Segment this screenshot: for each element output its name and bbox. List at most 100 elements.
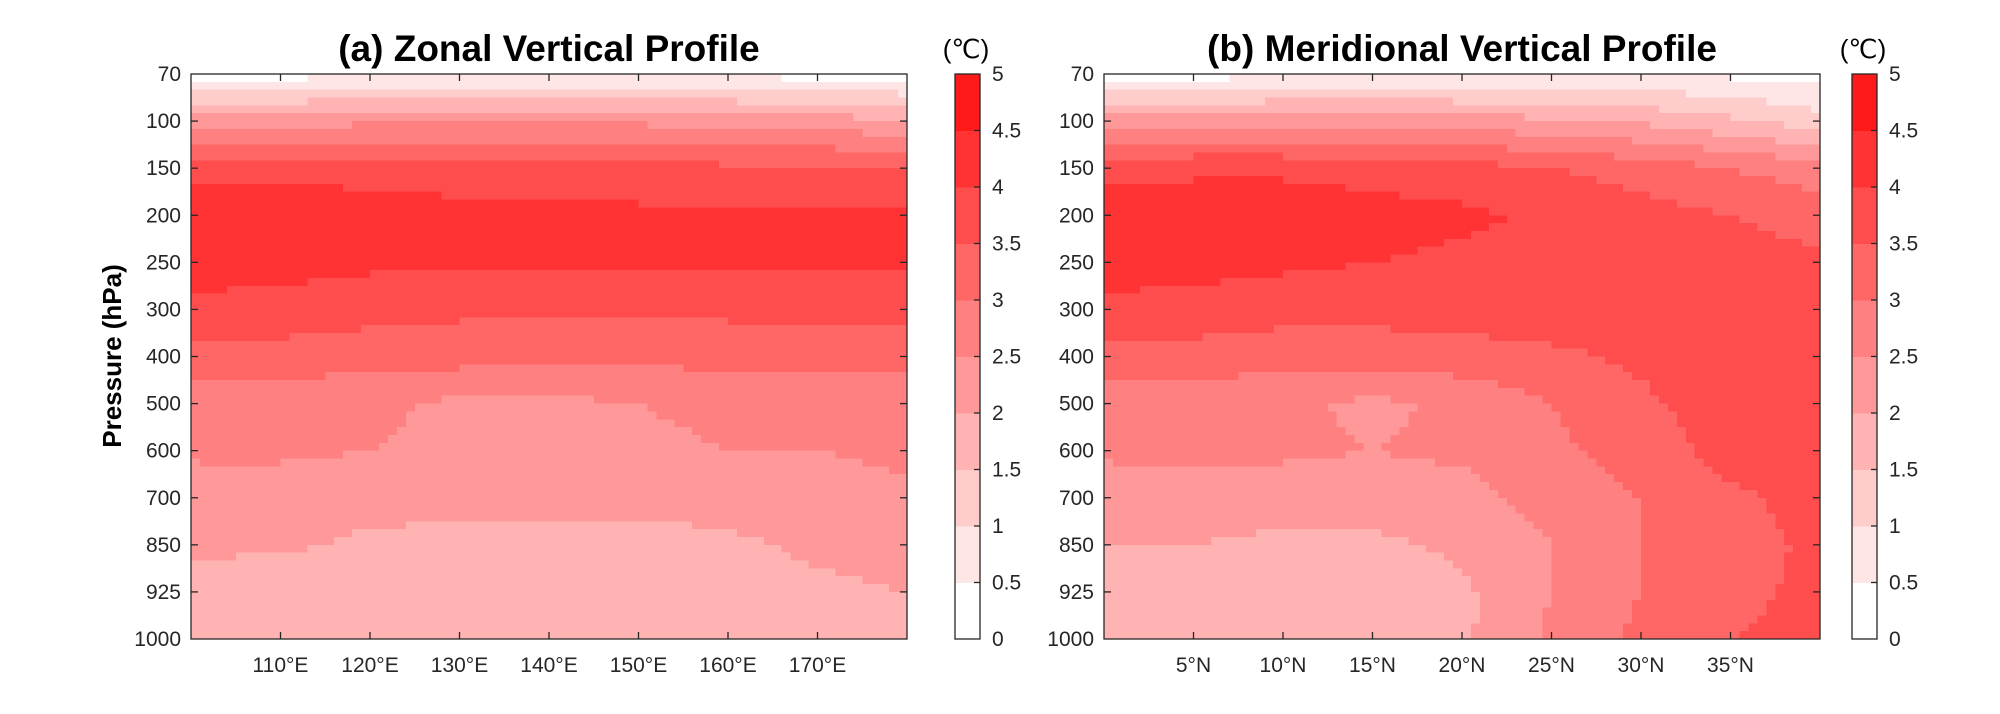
heatmap-cell-a-1427 (790, 207, 801, 216)
heatmap-cell-a-3646 (602, 427, 613, 436)
heatmap-cell-a-3647 (611, 427, 622, 436)
heatmap-cell-a-1681 (199, 238, 210, 248)
heatmap-cell-a-2017 (343, 270, 353, 279)
heatmap-cell-a-2032 (477, 270, 487, 279)
heatmap-cell-a-3190 (817, 380, 828, 389)
heatmap-cell-a-4903 (396, 552, 407, 562)
heatmap-cell-a-2807 (253, 348, 264, 358)
heatmap-cell-a-4649 (271, 529, 282, 538)
heatmap-cell-a-397 (880, 105, 890, 114)
heatmap-cell-a-4446 (602, 505, 613, 515)
heatmap-cell-a-841 (557, 152, 568, 161)
heatmap-cell-a-2281 (557, 293, 568, 303)
heatmap-cell-a-1800 (549, 246, 559, 256)
heatmap-cell-a-1897 (701, 254, 711, 263)
heatmap-cell-a-555 (862, 121, 872, 130)
heatmap-cell-a-126 (602, 81, 613, 91)
heatmap-cell-a-148 (799, 81, 810, 91)
heatmap-cell-a-2845 (593, 348, 604, 358)
heatmap-cell-a-2440 (549, 309, 559, 318)
heatmap-cell-a-1336 (692, 199, 702, 209)
heatmap-cell-a-2518 (531, 317, 541, 326)
heatmap-cell-a-2342 (387, 301, 398, 311)
heatmap-cell-a-3763 (217, 442, 228, 452)
heatmap-cell-a-1002 (566, 168, 577, 177)
heatmap-cell-a-3872 (477, 450, 487, 460)
heatmap-cell-a-4002 (208, 466, 219, 475)
heatmap-cell-a-3890 (638, 450, 649, 460)
heatmap-cell-a-872 (835, 152, 845, 161)
heatmap-cell-a-2171 (289, 285, 299, 295)
heatmap-cell-a-4054 (674, 466, 684, 475)
heatmap-cell-a-2228 (799, 285, 810, 295)
heatmap-cell-a-225 (772, 89, 783, 99)
heatmap-cell-a-3046 (244, 372, 255, 381)
heatmap-cell-a-3495 (683, 411, 693, 420)
heatmap-cell-a-4626 (781, 521, 792, 530)
heatmap-cell-a-538 (710, 121, 720, 130)
heatmap-cell-a-2412 (298, 309, 308, 318)
heatmap-cell-a-2142 (745, 278, 756, 287)
heatmap-cell-a-4338 (352, 497, 362, 507)
heatmap-cell-a-1320 (549, 199, 559, 209)
heatmap-cell-a-4772 (656, 536, 666, 546)
heatmap-cell-a-3721 (557, 434, 568, 444)
heatmap-cell-a-3370 (280, 403, 291, 413)
heatmap-cell-a-2530 (638, 317, 649, 326)
heatmap-cell-a-3578 (710, 419, 720, 428)
heatmap-cell-a-3138 (352, 380, 362, 389)
heatmap-cell-a-2597 (522, 325, 532, 334)
heatmap-cell-a-4485 (235, 513, 246, 522)
heatmap-cell-a-471 (826, 113, 836, 122)
heatmap-cell-a-91 (289, 81, 299, 91)
heatmap-cell-a-4229 (808, 482, 819, 491)
heatmap-cell-a-3206 (244, 387, 255, 397)
heatmap-cell-a-3853 (307, 450, 317, 460)
heatmap-cell-a-49 (629, 74, 640, 83)
heatmap-cell-a-4281 (557, 489, 568, 499)
heatmap-cell-a-1372 (298, 207, 308, 216)
heatmap-cell-a-2062 (745, 270, 756, 279)
heatmap-cell-a-53 (665, 74, 675, 83)
heatmap-cell-a-652 (298, 136, 308, 146)
heatmap-cell-a-621 (736, 128, 747, 138)
heatmap-cell-a-859 (719, 152, 729, 161)
heatmap-cell-a-782 (745, 144, 756, 154)
heatmap-cell-a-1153 (486, 183, 496, 193)
heatmap-cell-a-1141 (378, 183, 389, 193)
heatmap-cell-a-2304 (763, 293, 774, 303)
heatmap-cell-a-77 (880, 74, 890, 83)
heatmap-cell-a-2170 (280, 285, 291, 295)
heatmap-cell-a-3431 (826, 403, 836, 413)
heatmap-cell-a-761 (557, 144, 568, 154)
heatmap-cell-a-4469 (808, 505, 819, 515)
heatmap-cell-a-2619 (719, 325, 729, 334)
heatmap-cell-a-1366 (244, 207, 255, 216)
heatmap-cell-a-3921 (199, 458, 210, 467)
heatmap-cell-a-4557 (880, 513, 890, 522)
heatmap-cell-a-274 (495, 97, 505, 106)
heatmap-cell-a-1799 (540, 246, 550, 256)
heatmap-cell-a-4715 (862, 529, 872, 538)
heatmap-cell-a-1156 (513, 183, 523, 193)
heatmap-cell-a-1033 (844, 168, 854, 177)
heatmap-cell-a-1486 (602, 215, 613, 224)
heatmap-cell-a-4601 (557, 521, 568, 530)
heatmap-cell-a-1655 (683, 230, 693, 240)
heatmap-cell-a-1780 (370, 246, 380, 256)
heatmap-cell-a-1828 (799, 246, 810, 256)
heatmap-cell-a-4606 (602, 521, 613, 530)
heatmap-cell-a-1469 (450, 215, 461, 224)
heatmap-cell-a-3028 (799, 364, 810, 373)
heatmap-cell-a-1982 (745, 262, 756, 271)
heatmap-cell-a-3412 (656, 403, 666, 413)
heatmap-cell-a-1493 (665, 215, 675, 224)
heatmap-cell-a-4841 (557, 544, 568, 554)
heatmap-cell-a-3308 (441, 395, 452, 405)
heatmap-cell-a-894 (316, 160, 326, 169)
heatmap-cell-a-4549 (808, 513, 819, 522)
heatmap-cell-a-4588 (441, 521, 452, 530)
heatmap-cell-a-2166 (244, 285, 255, 295)
heatmap-cell-a-3694 (316, 434, 326, 444)
heatmap-cell-a-4728 (262, 536, 273, 546)
